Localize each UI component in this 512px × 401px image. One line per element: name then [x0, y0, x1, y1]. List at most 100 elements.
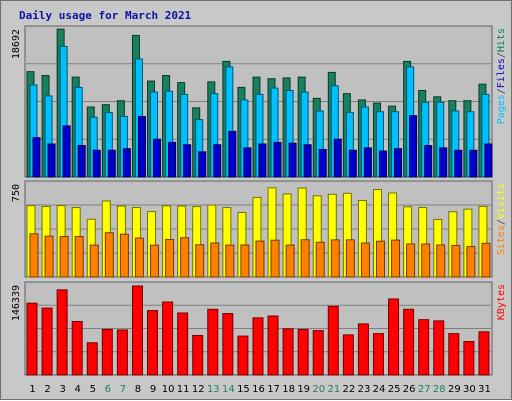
x-tick-label-11: 11 [177, 384, 190, 395]
bar-pages-day-16 [258, 143, 267, 178]
bar-kbytes-day-31 [478, 331, 490, 376]
x-tick-label-14: 14 [222, 384, 235, 395]
y-max-label: 146339 [11, 285, 22, 321]
x-tick-label-24: 24 [373, 384, 386, 395]
y-max-label: 18692 [11, 29, 22, 59]
x-tick-label-10: 10 [162, 384, 175, 395]
bar-pages-day-21 [333, 138, 342, 178]
bar-sites-day-31 [481, 242, 491, 278]
bar-sites-day-26 [406, 243, 416, 278]
x-tick-label-31: 31 [478, 384, 491, 395]
x-tick-label-21: 21 [327, 384, 340, 395]
bar-kbytes-day-11 [177, 312, 189, 376]
bar-sites-day-28 [436, 244, 446, 278]
bar-kbytes-day-21 [327, 305, 339, 376]
y-max-label: 750 [11, 184, 22, 202]
bar-kbytes-day-17 [267, 315, 279, 376]
bar-sites-day-18 [285, 244, 295, 278]
bar-sites-day-4 [74, 236, 84, 278]
bar-kbytes-day-28 [433, 320, 445, 376]
x-tick-label-3: 3 [59, 384, 65, 395]
bar-pages-day-13 [213, 144, 222, 178]
bar-pages-day-19 [303, 144, 312, 178]
bar-kbytes-day-6 [101, 328, 113, 376]
x-tick-label-16: 16 [252, 384, 265, 395]
bar-kbytes-day-5 [86, 342, 98, 376]
bar-kbytes-day-12 [192, 334, 204, 376]
x-tick-label-27: 27 [418, 384, 431, 395]
bar-sites-day-24 [375, 240, 385, 278]
bar-kbytes-day-19 [297, 328, 309, 376]
bar-pages-day-12 [198, 151, 207, 178]
bar-kbytes-day-27 [418, 319, 430, 376]
bar-sites-day-17 [270, 239, 280, 278]
bar-pages-day-29 [454, 149, 463, 178]
bar-kbytes-day-14 [222, 313, 234, 376]
legend-part-hits: Hits [496, 28, 507, 52]
legend-part-kbytes: KBytes [496, 284, 507, 320]
bar-pages-day-18 [288, 142, 297, 178]
x-tick-label-1: 1 [29, 384, 35, 395]
bar-sites-day-3 [59, 236, 69, 278]
bar-pages-day-14 [228, 130, 237, 178]
x-tick-label-8: 8 [135, 384, 141, 395]
bar-pages-day-3 [62, 125, 71, 178]
x-tick-label-28: 28 [433, 384, 446, 395]
x-tick-label-29: 29 [448, 384, 461, 395]
bar-kbytes-day-26 [403, 308, 415, 376]
bar-pages-day-23 [363, 147, 372, 178]
bar-sites-day-27 [421, 243, 431, 278]
bar-sites-day-10 [165, 238, 175, 278]
x-tick-label-25: 25 [388, 384, 401, 395]
chart-title: Daily usage for March 2021 [19, 9, 192, 22]
bar-sites-day-7 [119, 233, 129, 278]
bar-sites-day-30 [466, 246, 476, 278]
bar-sites-day-1 [29, 233, 39, 278]
bar-kbytes-day-18 [282, 328, 294, 376]
bar-sites-day-25 [391, 239, 401, 278]
legend-part-sites: Sites [496, 225, 507, 255]
bar-sites-day-20 [315, 241, 325, 278]
bar-sites-day-14 [225, 244, 235, 278]
bar-kbytes-day-3 [56, 289, 68, 376]
legend-part-slash: / [496, 219, 507, 225]
x-tick-label-6: 6 [105, 384, 111, 395]
bar-pages-day-15 [243, 147, 252, 178]
bar-pages-day-30 [469, 149, 478, 178]
bar-kbytes-day-20 [312, 330, 324, 376]
bar-sites-day-2 [44, 235, 54, 278]
x-tick-label-13: 13 [207, 384, 220, 395]
series-legend-label: Sites/Visits [496, 183, 507, 255]
bar-pages-day-4 [77, 145, 86, 178]
bar-pages-day-17 [273, 141, 282, 178]
legend-part-pages: Pages [496, 94, 507, 124]
bar-sites-day-5 [89, 244, 99, 278]
bar-pages-day-10 [168, 141, 177, 178]
bar-kbytes-day-1 [26, 302, 38, 376]
bar-pages-day-28 [439, 147, 448, 178]
x-tick-label-30: 30 [463, 384, 476, 395]
bar-pages-day-5 [92, 149, 101, 178]
bar-kbytes-day-29 [448, 333, 460, 376]
x-tick-label-17: 17 [267, 384, 280, 395]
bar-kbytes-day-15 [237, 335, 249, 376]
bar-pages-day-26 [409, 115, 418, 178]
bar-pages-day-22 [348, 149, 357, 178]
bar-kbytes-day-4 [71, 320, 83, 376]
series-legend-label: KBytes [496, 284, 507, 320]
bar-kbytes-day-24 [372, 333, 384, 376]
x-tick-label-2: 2 [44, 384, 50, 395]
bar-kbytes-day-13 [207, 308, 219, 376]
bar-sites-day-12 [195, 244, 205, 278]
legend-part-slash: / [496, 52, 507, 58]
bar-kbytes-day-9 [147, 310, 159, 376]
bar-kbytes-day-8 [131, 285, 143, 376]
legend-part-visits: Visits [496, 183, 507, 219]
x-tick-label-26: 26 [403, 384, 416, 395]
bar-kbytes-day-16 [252, 317, 264, 376]
bar-pages-day-27 [424, 145, 433, 178]
x-tick-label-15: 15 [237, 384, 250, 395]
bar-sites-day-23 [360, 242, 370, 278]
x-tick-label-12: 12 [192, 384, 205, 395]
